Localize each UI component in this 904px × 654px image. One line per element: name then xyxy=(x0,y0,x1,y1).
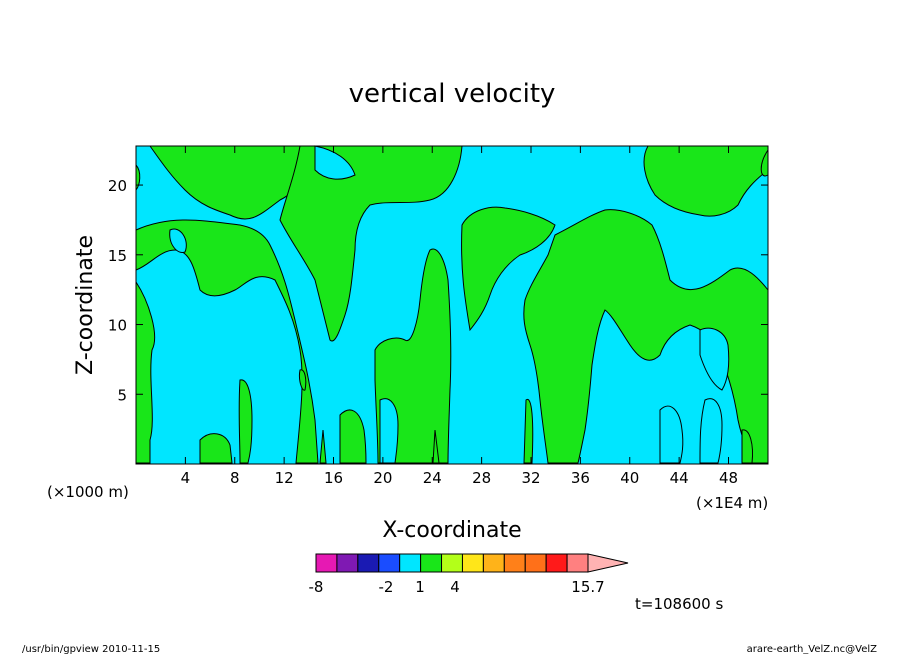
plot-area xyxy=(135,145,769,465)
time-label: t=108600 s xyxy=(635,595,723,613)
x-tick-label: 16 xyxy=(324,469,343,487)
x-tick-label: 40 xyxy=(620,469,639,487)
positive-region xyxy=(135,280,156,464)
positive-region xyxy=(699,327,730,391)
colorbar-tick-label: 1 xyxy=(415,578,425,596)
x-tick-label: 12 xyxy=(275,469,294,487)
x-tick-label: 4 xyxy=(181,469,191,487)
positive-region xyxy=(238,379,253,464)
y-axis-title: Z-coordinate xyxy=(73,235,98,375)
positive-region xyxy=(279,145,463,342)
y-tick-label: 20 xyxy=(108,177,127,195)
y-tick-label: 15 xyxy=(108,247,127,265)
positive-region xyxy=(523,398,534,464)
colorbar-segment xyxy=(357,553,380,573)
positive-region xyxy=(699,398,723,464)
positive-region xyxy=(199,433,233,464)
x-tick-label: 8 xyxy=(230,469,240,487)
y-axis: 5 10 15 20 xyxy=(108,177,768,404)
colorbar-segment xyxy=(524,553,547,573)
colorbar-segment xyxy=(378,553,401,573)
positive-region xyxy=(314,145,356,180)
x-tick-label: 44 xyxy=(670,469,689,487)
colorbar-segment xyxy=(482,553,505,573)
x-unit-right: (×1E4 m) xyxy=(696,494,768,512)
positive-region xyxy=(741,429,753,464)
positive-region xyxy=(379,398,399,464)
positive-region xyxy=(523,209,769,464)
positive-region xyxy=(319,429,327,464)
positive-region xyxy=(339,409,367,464)
colorbar-segment xyxy=(503,553,526,573)
colorbar-arrow xyxy=(587,553,629,573)
plot-frame xyxy=(135,145,769,465)
positive-regions xyxy=(135,145,769,464)
y-tick-label: 5 xyxy=(117,386,127,404)
x-tick-label: 36 xyxy=(571,469,590,487)
colorbar-tick-label: 4 xyxy=(450,578,460,596)
x-axis-title: X-coordinate xyxy=(382,518,521,543)
colorbar-tick-label: -8 xyxy=(309,578,324,596)
positive-region xyxy=(432,429,440,464)
y-tick-label: 10 xyxy=(108,317,127,335)
colorbar-segment xyxy=(566,553,589,573)
footer-right: arare-earth_VelZ.nc@VelZ xyxy=(747,644,878,654)
x-axis: 4 8 12 16 20 24 28 32 36 40 44 48 xyxy=(181,146,738,487)
colorbar-segment xyxy=(545,553,568,573)
footer-left: /usr/bin/gpview 2010-11-15 xyxy=(22,644,160,654)
x-tick-label: 48 xyxy=(719,469,738,487)
colorbar-tick-label: -2 xyxy=(379,578,394,596)
colorbar-segment xyxy=(336,553,359,573)
colorbar-segment xyxy=(399,553,422,573)
colorbar-segment xyxy=(420,553,443,573)
colorbar-segment xyxy=(315,553,338,573)
x-tick-label: 28 xyxy=(472,469,491,487)
x-tick-label: 32 xyxy=(521,469,540,487)
colorbar-tick-label: 15.7 xyxy=(571,578,604,596)
colorbar xyxy=(315,553,629,573)
positive-region xyxy=(659,405,684,464)
x-tick-label: 20 xyxy=(373,469,392,487)
colorbar-ticks: -8 -2 1 4 15.7 xyxy=(309,578,605,596)
positive-region xyxy=(169,228,187,254)
positive-region xyxy=(299,369,307,391)
chart-title: vertical velocity xyxy=(349,79,556,109)
colorbar-segment xyxy=(461,553,484,573)
x-unit-left: (×1000 m) xyxy=(47,483,129,501)
positive-region xyxy=(461,206,556,332)
positive-region xyxy=(643,145,769,217)
colorbar-segment xyxy=(441,553,463,573)
x-tick-label: 24 xyxy=(423,469,442,487)
